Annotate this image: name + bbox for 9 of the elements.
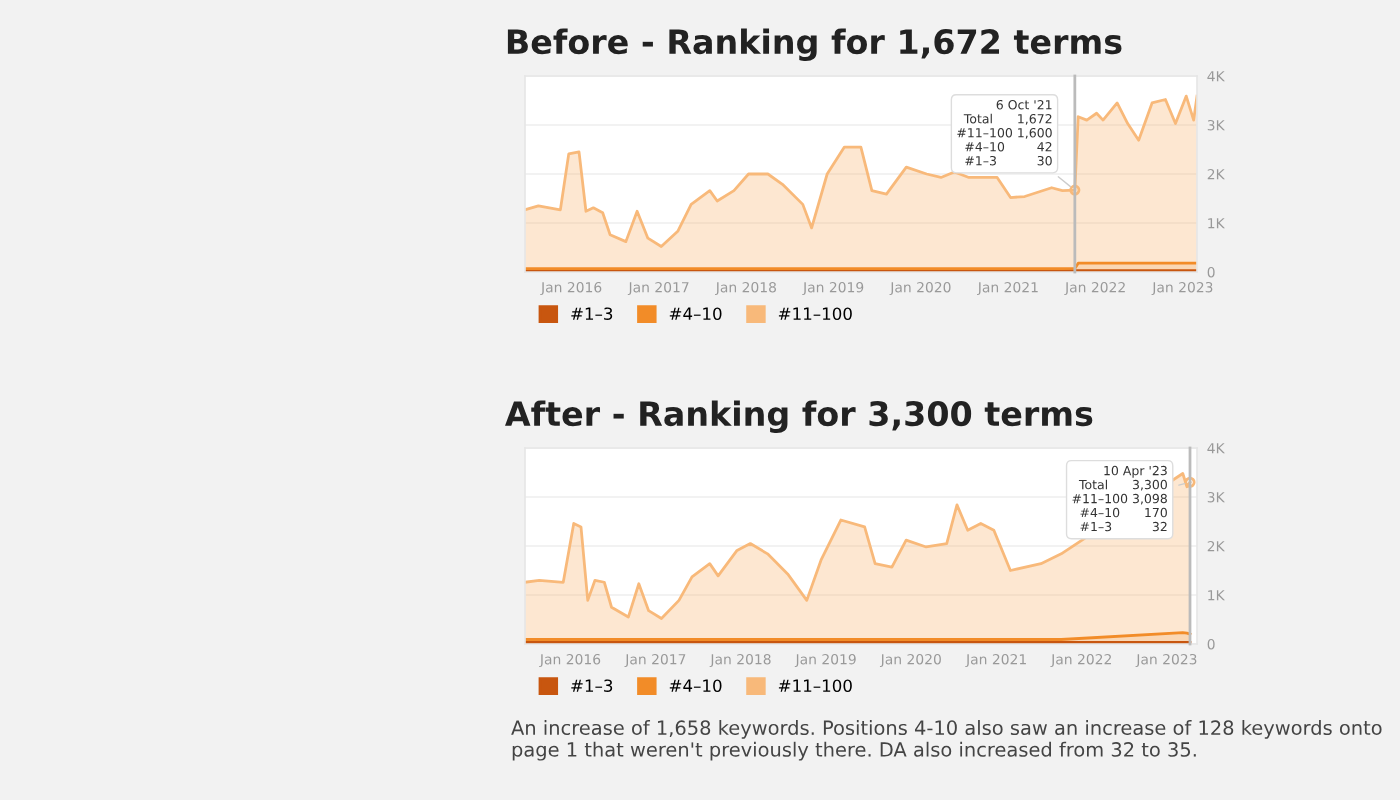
legend-label: #11–100 (778, 307, 852, 320)
chart-title: Before - Ranking for 1,672 terms (507, 28, 1122, 61)
legend-label: #4–10 (669, 679, 722, 692)
legend-label: #4–10 (669, 307, 722, 320)
chart-title: After - Ranking for 3,300 terms (505, 400, 1093, 433)
legend-label: #1–3 (571, 679, 613, 692)
text: An increase of 1,658 keywords. Positions 4-10 also saw an increase of 128 keywords onto page 1 that weren't previously there. DA also increased from 32 to 35. (511, 720, 1382, 761)
legend-label: #11–100 (778, 679, 852, 692)
legend-label: #1–3 (571, 307, 613, 320)
